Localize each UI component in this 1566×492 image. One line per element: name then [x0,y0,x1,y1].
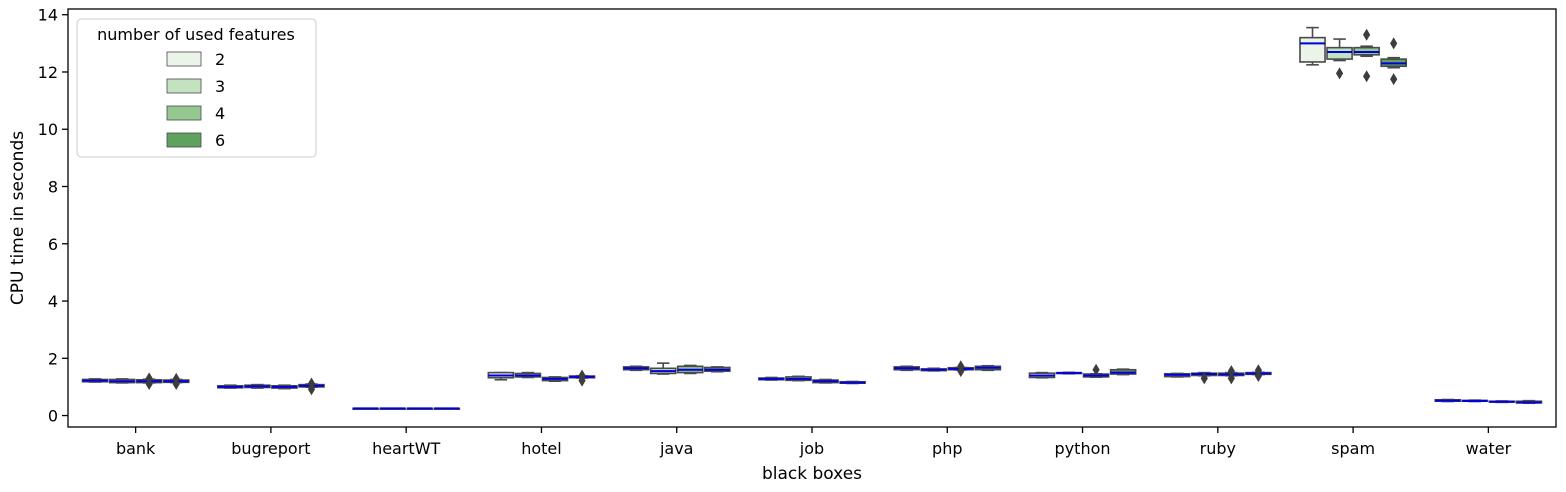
outlier-point [1254,364,1262,377]
box-python-4 [1082,363,1110,378]
legend-swatch [166,105,202,121]
legend-title: number of used features [97,25,295,44]
boxes-layer [81,26,1543,410]
box-python-3 [1055,371,1083,375]
y-tick-label: 12 [38,63,58,82]
outlier-point [1335,67,1344,80]
box-php-4 [947,360,975,378]
box-ruby-6 [1245,364,1272,383]
outlier-point [1092,363,1100,376]
box-water-3 [1461,399,1489,403]
x-tick-label: heartWT [372,439,440,458]
box-job-4 [812,378,839,384]
x-tick-label: job [799,439,824,458]
legend-swatch [166,51,202,67]
box-bank-2 [81,378,109,383]
box-bank-3 [108,378,136,384]
outlier-point [172,372,180,385]
box-ruby-3 [1190,371,1218,385]
outlier-point [1390,73,1398,86]
y-tick-label: 14 [38,6,58,25]
box-body [1299,36,1326,63]
box-php-6 [974,364,1002,372]
box-water-6 [1515,399,1543,405]
outlier-point [1390,37,1398,50]
box-bugreport-3 [244,383,271,389]
outlier-point [957,360,965,373]
box-water-4 [1488,400,1516,404]
outlier-point [145,372,153,385]
legend-entry-label: 4 [215,104,225,123]
legend-entry-label: 6 [215,131,225,150]
box-spam-3 [1326,38,1353,80]
box-bugreport-6 [298,377,325,396]
box-bugreport-4 [271,384,298,390]
y-axis-label: CPU time in seconds [8,131,28,305]
box-hotel-2 [487,371,515,381]
box-python-6 [1109,368,1137,376]
x-axis: bank bugreport heartWT hotel java job php pytho… [116,427,1512,458]
legend-swatch [166,78,202,94]
box-bank-4 [135,372,163,391]
outlier-point [307,377,316,390]
y-tick-label: 4 [48,292,58,311]
box-java-3 [649,362,677,375]
box-heartWT-6 [433,407,461,410]
y-tick-label: 6 [48,235,58,254]
outlier-point [1200,372,1208,385]
plot-area [67,8,1557,428]
outlier-point [1363,28,1371,41]
outlier-point [1227,365,1235,378]
outlier-point [578,369,586,382]
x-tick-label: spam [1331,439,1375,458]
x-tick-label: bank [116,439,156,458]
box-job-3 [785,375,812,382]
legend-entry-label: 2 [215,50,225,69]
box-ruby-4 [1218,365,1245,385]
x-axis-label: black boxes [762,464,862,484]
y-axis: 0 2 4 6 8 10 12 14 [38,6,68,426]
y-tick-label: 2 [48,349,58,368]
outlier-point [1227,372,1235,385]
box-java-6 [703,366,731,373]
box-heartWT-4 [406,407,434,410]
box-heartWT-3 [379,407,406,410]
box-php-2 [893,365,921,372]
box-ruby-2 [1163,372,1191,378]
x-tick-label: php [932,439,962,458]
box-water-2 [1434,398,1462,403]
box-heartWT-2 [352,407,379,410]
x-tick-label: python [1055,439,1111,458]
x-tick-label: water [1466,439,1512,458]
x-tick-label: ruby [1200,439,1236,458]
box-spam-6 [1380,37,1408,86]
box-hotel-3 [514,371,542,379]
box-python-2 [1028,371,1056,379]
legend-swatch [166,132,202,148]
y-tick-label: 0 [48,407,58,426]
outlier-point [1363,70,1371,83]
box-bank-6 [162,372,190,391]
box-spam-2 [1299,26,1326,66]
box-php-3 [920,367,948,372]
box-java-2 [622,365,650,372]
box-job-2 [758,376,785,381]
x-tick-label: bugreport [231,439,310,458]
x-tick-label: hotel [521,439,562,458]
box-job-6 [839,380,866,385]
y-tick-label: 8 [48,178,58,197]
box-hotel-6 [568,369,596,387]
legend: number of used features 2 3 4 6 [76,18,317,158]
box-hotel-4 [541,376,569,382]
box-java-4 [676,364,704,375]
legend-entries: 2 3 4 6 [166,50,225,150]
box-bugreport-2 [217,384,244,389]
y-tick-label: 10 [38,120,58,139]
box-body [1326,46,1353,60]
legend-entry-label: 3 [215,77,225,96]
box-spam-4 [1353,28,1380,83]
x-tick-label: java [659,439,694,458]
